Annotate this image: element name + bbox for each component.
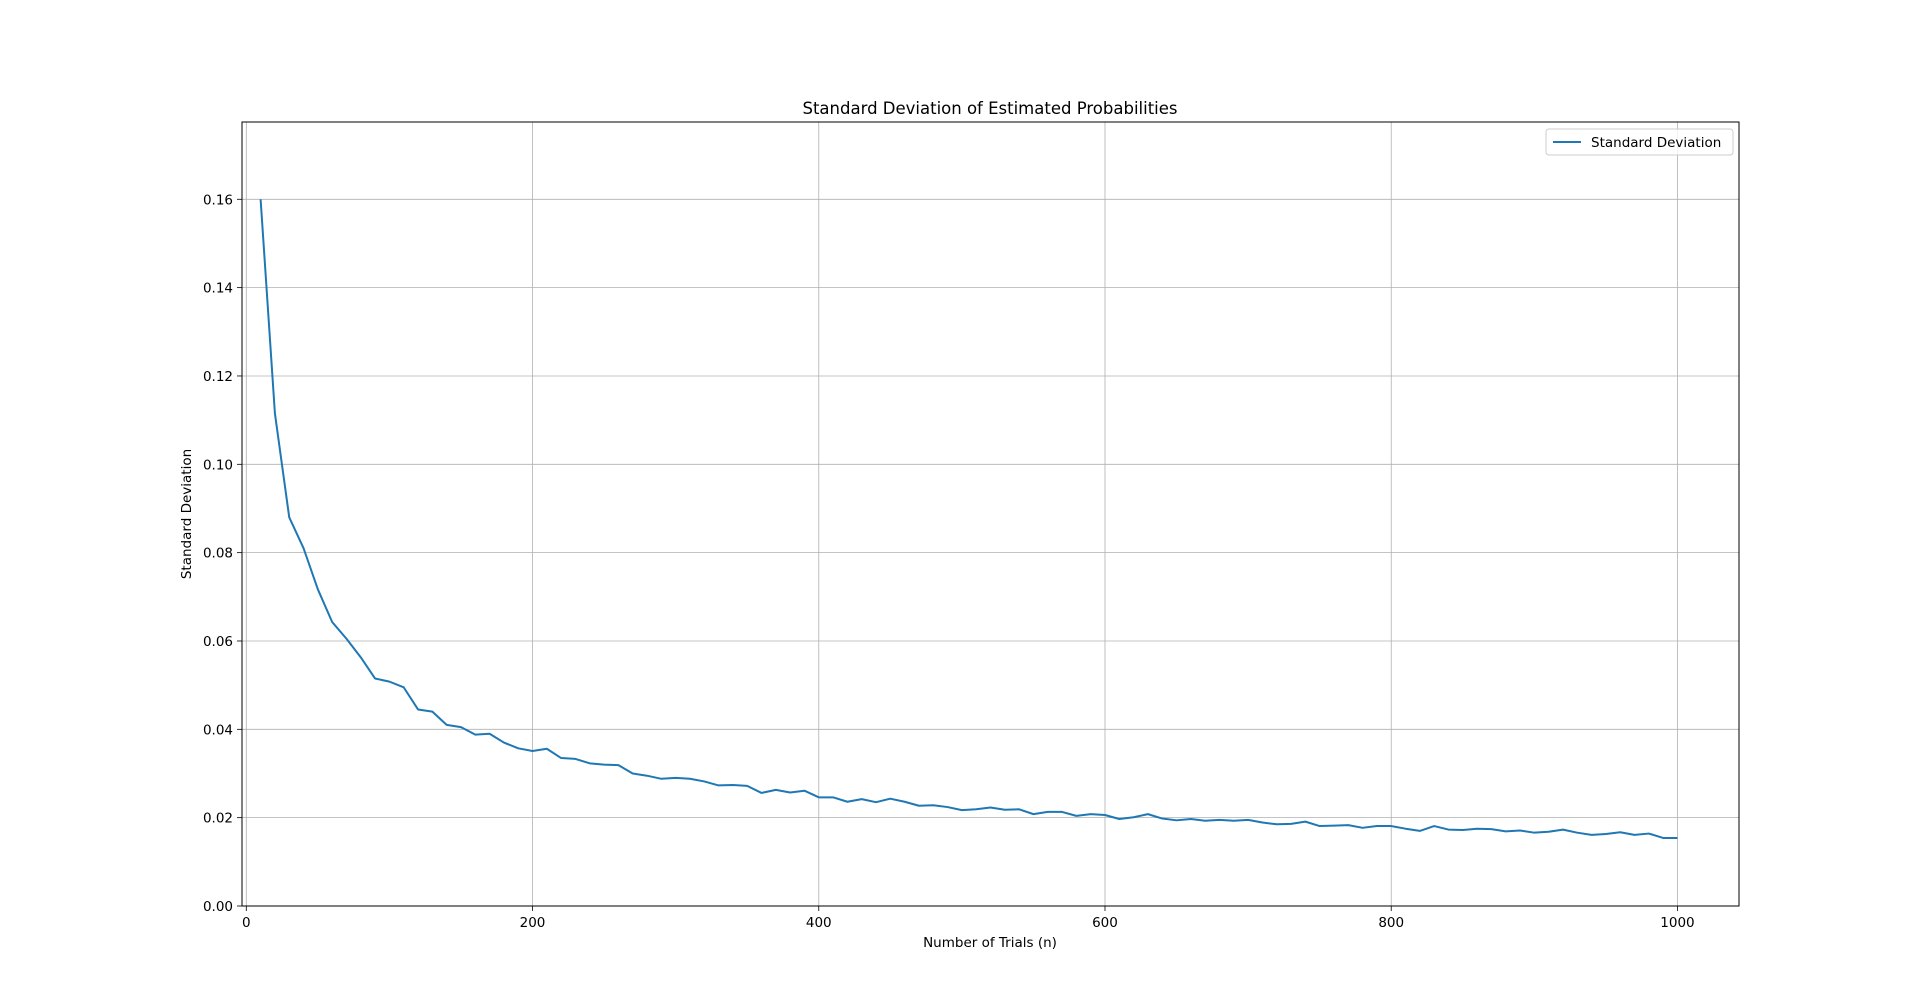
y-tick-label: 0.02 [203,811,233,827]
x-tick-label: 400 [806,915,832,931]
y-tick-label: 0.04 [203,722,233,738]
grid-lines [242,122,1739,907]
y-axis-label: Standard Deviation [179,449,195,579]
plot-frame [241,121,1740,907]
x-tick-label: 600 [1092,915,1118,931]
legend-box [1545,128,1734,156]
chart-title: Standard Deviation of Estimated Probabil… [802,99,1177,118]
y-tick-label: 0.16 [203,192,233,208]
x-tick-label: 800 [1378,915,1404,931]
axis-ticks: 0 200 400 600 800 1000 0.00 0.02 0.04 0.06 0.08 0.1… [203,192,1695,931]
legend-label: Standard Deviation [1591,135,1721,151]
y-tick-label: 0.06 [203,634,233,650]
y-tick-label: 0.12 [203,369,233,385]
x-axis-label: Number of Trials (n) [923,935,1057,951]
x-tick-label: 0 [242,915,251,931]
y-tick-label: 0.10 [203,457,233,473]
x-tick-label: 200 [520,915,546,931]
y-tick-label: 0.00 [203,899,233,915]
series-line-standard-deviation [259,199,1678,839]
y-tick-label: 0.08 [203,546,233,562]
x-tick-label: 1000 [1660,915,1694,931]
series-layer [259,199,1678,839]
legend: Standard Deviation [1545,128,1734,156]
y-tick-label: 0.14 [203,281,233,297]
